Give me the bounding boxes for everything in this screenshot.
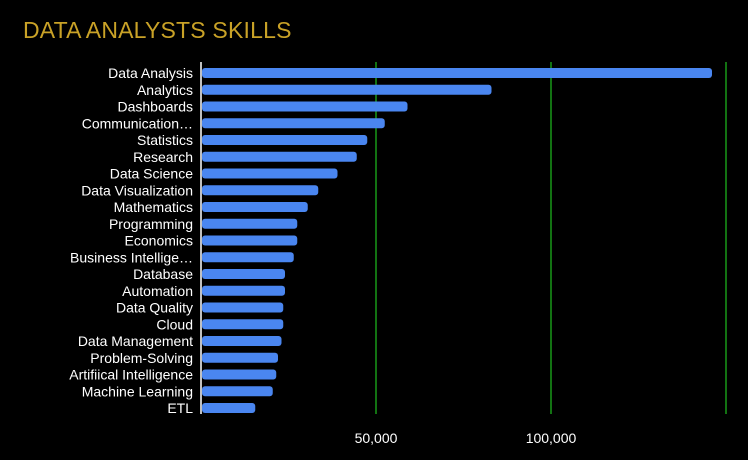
bar-15 bbox=[202, 319, 284, 330]
bar-7 bbox=[202, 185, 319, 196]
bar-1 bbox=[202, 84, 492, 95]
bar-0 bbox=[202, 68, 712, 78]
bar-13 bbox=[202, 285, 285, 296]
bar-9 bbox=[202, 218, 298, 229]
category-label-0: Data Analysis bbox=[108, 65, 193, 81]
category-labels: Data AnalysisAnalyticsDashboardsCommunic… bbox=[69, 65, 193, 416]
bar-14 bbox=[202, 302, 284, 313]
bar-6 bbox=[202, 168, 338, 179]
bar-11 bbox=[202, 252, 294, 263]
category-label-15: Cloud bbox=[156, 316, 193, 332]
bar-10 bbox=[202, 235, 298, 246]
bar-4 bbox=[202, 135, 368, 145]
category-label-5: Research bbox=[133, 149, 193, 165]
bar-18 bbox=[202, 369, 277, 380]
category-label-19: Machine Learning bbox=[82, 383, 193, 399]
x-tick-label-0: 50,000 bbox=[355, 430, 398, 446]
category-label-11: Business Intellige… bbox=[70, 249, 193, 265]
gridlines bbox=[375, 62, 727, 414]
bar-20 bbox=[202, 403, 256, 413]
bar-2 bbox=[202, 101, 408, 112]
bar-5 bbox=[202, 151, 357, 162]
bar-17 bbox=[202, 352, 278, 363]
bar-19 bbox=[202, 386, 273, 397]
category-label-9: Programming bbox=[109, 216, 193, 232]
category-label-2: Dashboards bbox=[118, 99, 194, 115]
category-label-3: Communication… bbox=[82, 115, 193, 131]
category-label-7: Data Visualization bbox=[81, 182, 193, 198]
category-label-17: Problem-Solving bbox=[90, 350, 193, 366]
category-label-4: Statistics bbox=[137, 132, 193, 148]
category-label-18: Artifiical Intelligence bbox=[69, 367, 193, 383]
category-label-13: Automation bbox=[122, 283, 193, 299]
category-label-8: Mathematics bbox=[114, 199, 193, 215]
bar-3 bbox=[202, 118, 385, 129]
bar-12 bbox=[202, 269, 285, 279]
category-label-16: Data Management bbox=[78, 333, 193, 349]
category-label-12: Database bbox=[133, 266, 193, 282]
x-tick-labels: 50,000 100,000 bbox=[355, 430, 577, 446]
bar-8 bbox=[202, 202, 308, 212]
bars bbox=[202, 68, 712, 413]
category-label-1: Analytics bbox=[137, 82, 193, 98]
category-label-6: Data Science bbox=[110, 166, 193, 182]
category-label-10: Economics bbox=[125, 233, 193, 249]
bar-16 bbox=[202, 336, 282, 346]
x-tick-label-1: 100,000 bbox=[526, 430, 577, 446]
chart-title: DATA ANALYSTS SKILLS bbox=[23, 17, 292, 43]
category-label-20: ETL bbox=[167, 400, 193, 416]
category-label-14: Data Quality bbox=[116, 300, 193, 316]
